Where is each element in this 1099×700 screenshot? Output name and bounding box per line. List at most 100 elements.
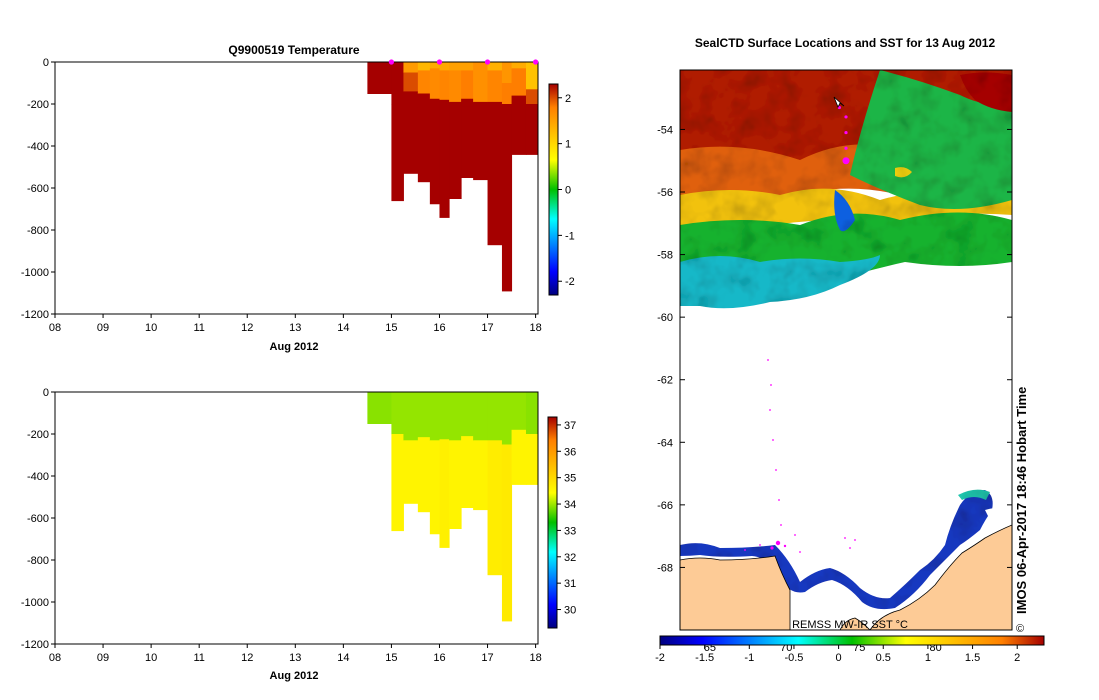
seal-scatter-point [775, 540, 781, 546]
x-tick-label: 08 [49, 652, 61, 664]
colorbar-tick-label: 33 [564, 525, 576, 537]
ice-gap [985, 507, 1012, 520]
x-tick-label: 09 [97, 652, 109, 664]
profile-cell [403, 72, 419, 92]
map-source-label: REMSS MW-IR SST °C [792, 619, 908, 631]
profile-cell [461, 392, 474, 437]
profile-cell [461, 98, 474, 107]
sst-colorbar-tick-label: -0.5 [784, 652, 803, 664]
profile-cell [487, 101, 503, 111]
profile-cell [501, 444, 513, 622]
x-tick-label: 08 [49, 322, 61, 334]
profile-cell [461, 436, 474, 508]
land-central [839, 617, 871, 630]
profile-cell [487, 110, 503, 246]
profile-cell [473, 392, 489, 441]
profile-cell [501, 62, 513, 84]
land-west [680, 555, 791, 630]
profile-cell [461, 70, 474, 100]
profile-cell [461, 106, 474, 178]
profile-cell [501, 83, 513, 105]
profile-cell [487, 70, 503, 103]
seal-scatter-point [778, 499, 780, 501]
profile-cell [473, 440, 489, 511]
surface-marker [436, 59, 443, 65]
map-frame [679, 69, 1013, 631]
seal-scatter-point [849, 547, 851, 549]
land-east [869, 524, 1012, 630]
profile-cell [429, 440, 440, 535]
profile-cell [525, 89, 538, 105]
profile-cell [449, 392, 462, 441]
seal-track-point [844, 146, 848, 150]
x-tick-label: 17 [481, 322, 493, 334]
colorbar-tick-label: -2 [565, 276, 575, 288]
sst-warm-patch [895, 167, 912, 178]
profile-cell [367, 392, 392, 424]
sst-colorbar-tick-label: -2 [655, 652, 665, 664]
sst-colorbar-tick-label: 2 [1014, 652, 1020, 664]
copyright-symbol: © [1016, 623, 1024, 635]
profile-cell [439, 109, 450, 218]
profile-cell [487, 440, 503, 576]
seal-scatter-point [770, 546, 774, 550]
profile-cell [429, 110, 440, 205]
temperature-x-axis: 08 09 10 11 12 13 14 15 16 17 18 [49, 314, 542, 334]
x-tick-label: 11 [193, 322, 204, 334]
profile-cell [391, 104, 404, 202]
x-tick-label: 13 [289, 322, 301, 334]
surface-marker [532, 59, 539, 65]
seal-scatter-point [799, 551, 801, 553]
colorbar-tick-label: -1 [565, 230, 575, 242]
temperature-panel: Q9900519 Temperature 0 -200 -400 -600 -800 -1… [21, 43, 575, 353]
profile-cell [525, 104, 538, 155]
profile-cell [449, 70, 462, 103]
y-tick-label: -1000 [21, 597, 49, 609]
x-tick-label: 10 [145, 322, 157, 334]
sst-band-cyan [680, 255, 880, 309]
profile-cell [511, 95, 527, 155]
x-tick-label: 16 [433, 652, 445, 664]
y-tick-label: -400 [27, 141, 49, 153]
colorbar-tick-label: 37 [564, 420, 576, 432]
lat-tick-label: -62 [657, 375, 673, 387]
seal-scatter-point [769, 409, 771, 411]
lat-tick-label: -66 [657, 500, 673, 512]
profile-cell [429, 68, 440, 100]
y-tick-label: -600 [27, 513, 49, 525]
y-tick-label: 0 [43, 57, 49, 69]
sst-colorbar-ticks: -2 -1.5 -1 -0.5 0 0.5 1 1.5 2 [655, 645, 1020, 664]
salinity-colorbar-ticks: 30 31 32 33 34 35 36 37 [557, 420, 576, 617]
y-tick-label: -200 [27, 429, 49, 441]
profile-cell [417, 62, 431, 71]
map-timestamp-label: IMOS 06-Apr-2017 18:46 Hobart Time [1014, 387, 1029, 614]
profile-cell [367, 62, 392, 94]
profile-cell [429, 62, 440, 69]
seal-scatter-point [772, 439, 774, 441]
seal-track [837, 105, 850, 165]
x-tick-label: 13 [289, 652, 301, 664]
colorbar-tick-label: 34 [564, 499, 576, 511]
profile-cell [487, 392, 503, 441]
colorbar-tick-label: 35 [564, 473, 576, 485]
profile-cell [417, 93, 431, 108]
salinity-x-axis: 08 09 10 11 12 13 14 15 16 17 18 [49, 644, 542, 664]
profile-cell [511, 68, 527, 97]
surface-marker [484, 59, 491, 65]
colorbar-tick-label: 30 [564, 605, 576, 617]
x-tick-label: 14 [337, 322, 349, 334]
lat-tick-label: -58 [657, 250, 673, 262]
seal-scatter-point [775, 469, 777, 471]
sst-map-panel: SealCTD Surface Locations and SST for 13… [655, 36, 1045, 664]
profile-cell [525, 62, 538, 90]
profile-cell [487, 62, 503, 71]
profile-cell [501, 392, 513, 445]
seal-scatter [744, 359, 856, 553]
x-tick-label: 14 [337, 652, 349, 664]
seal-scatter-point [770, 384, 772, 386]
seal-start-arrow-icon [833, 96, 845, 108]
seal-scatter-point [744, 549, 746, 551]
colorbar-tick-label: 0 [565, 185, 571, 197]
lat-tick-label: -64 [657, 437, 673, 449]
profile-cell [403, 91, 419, 108]
